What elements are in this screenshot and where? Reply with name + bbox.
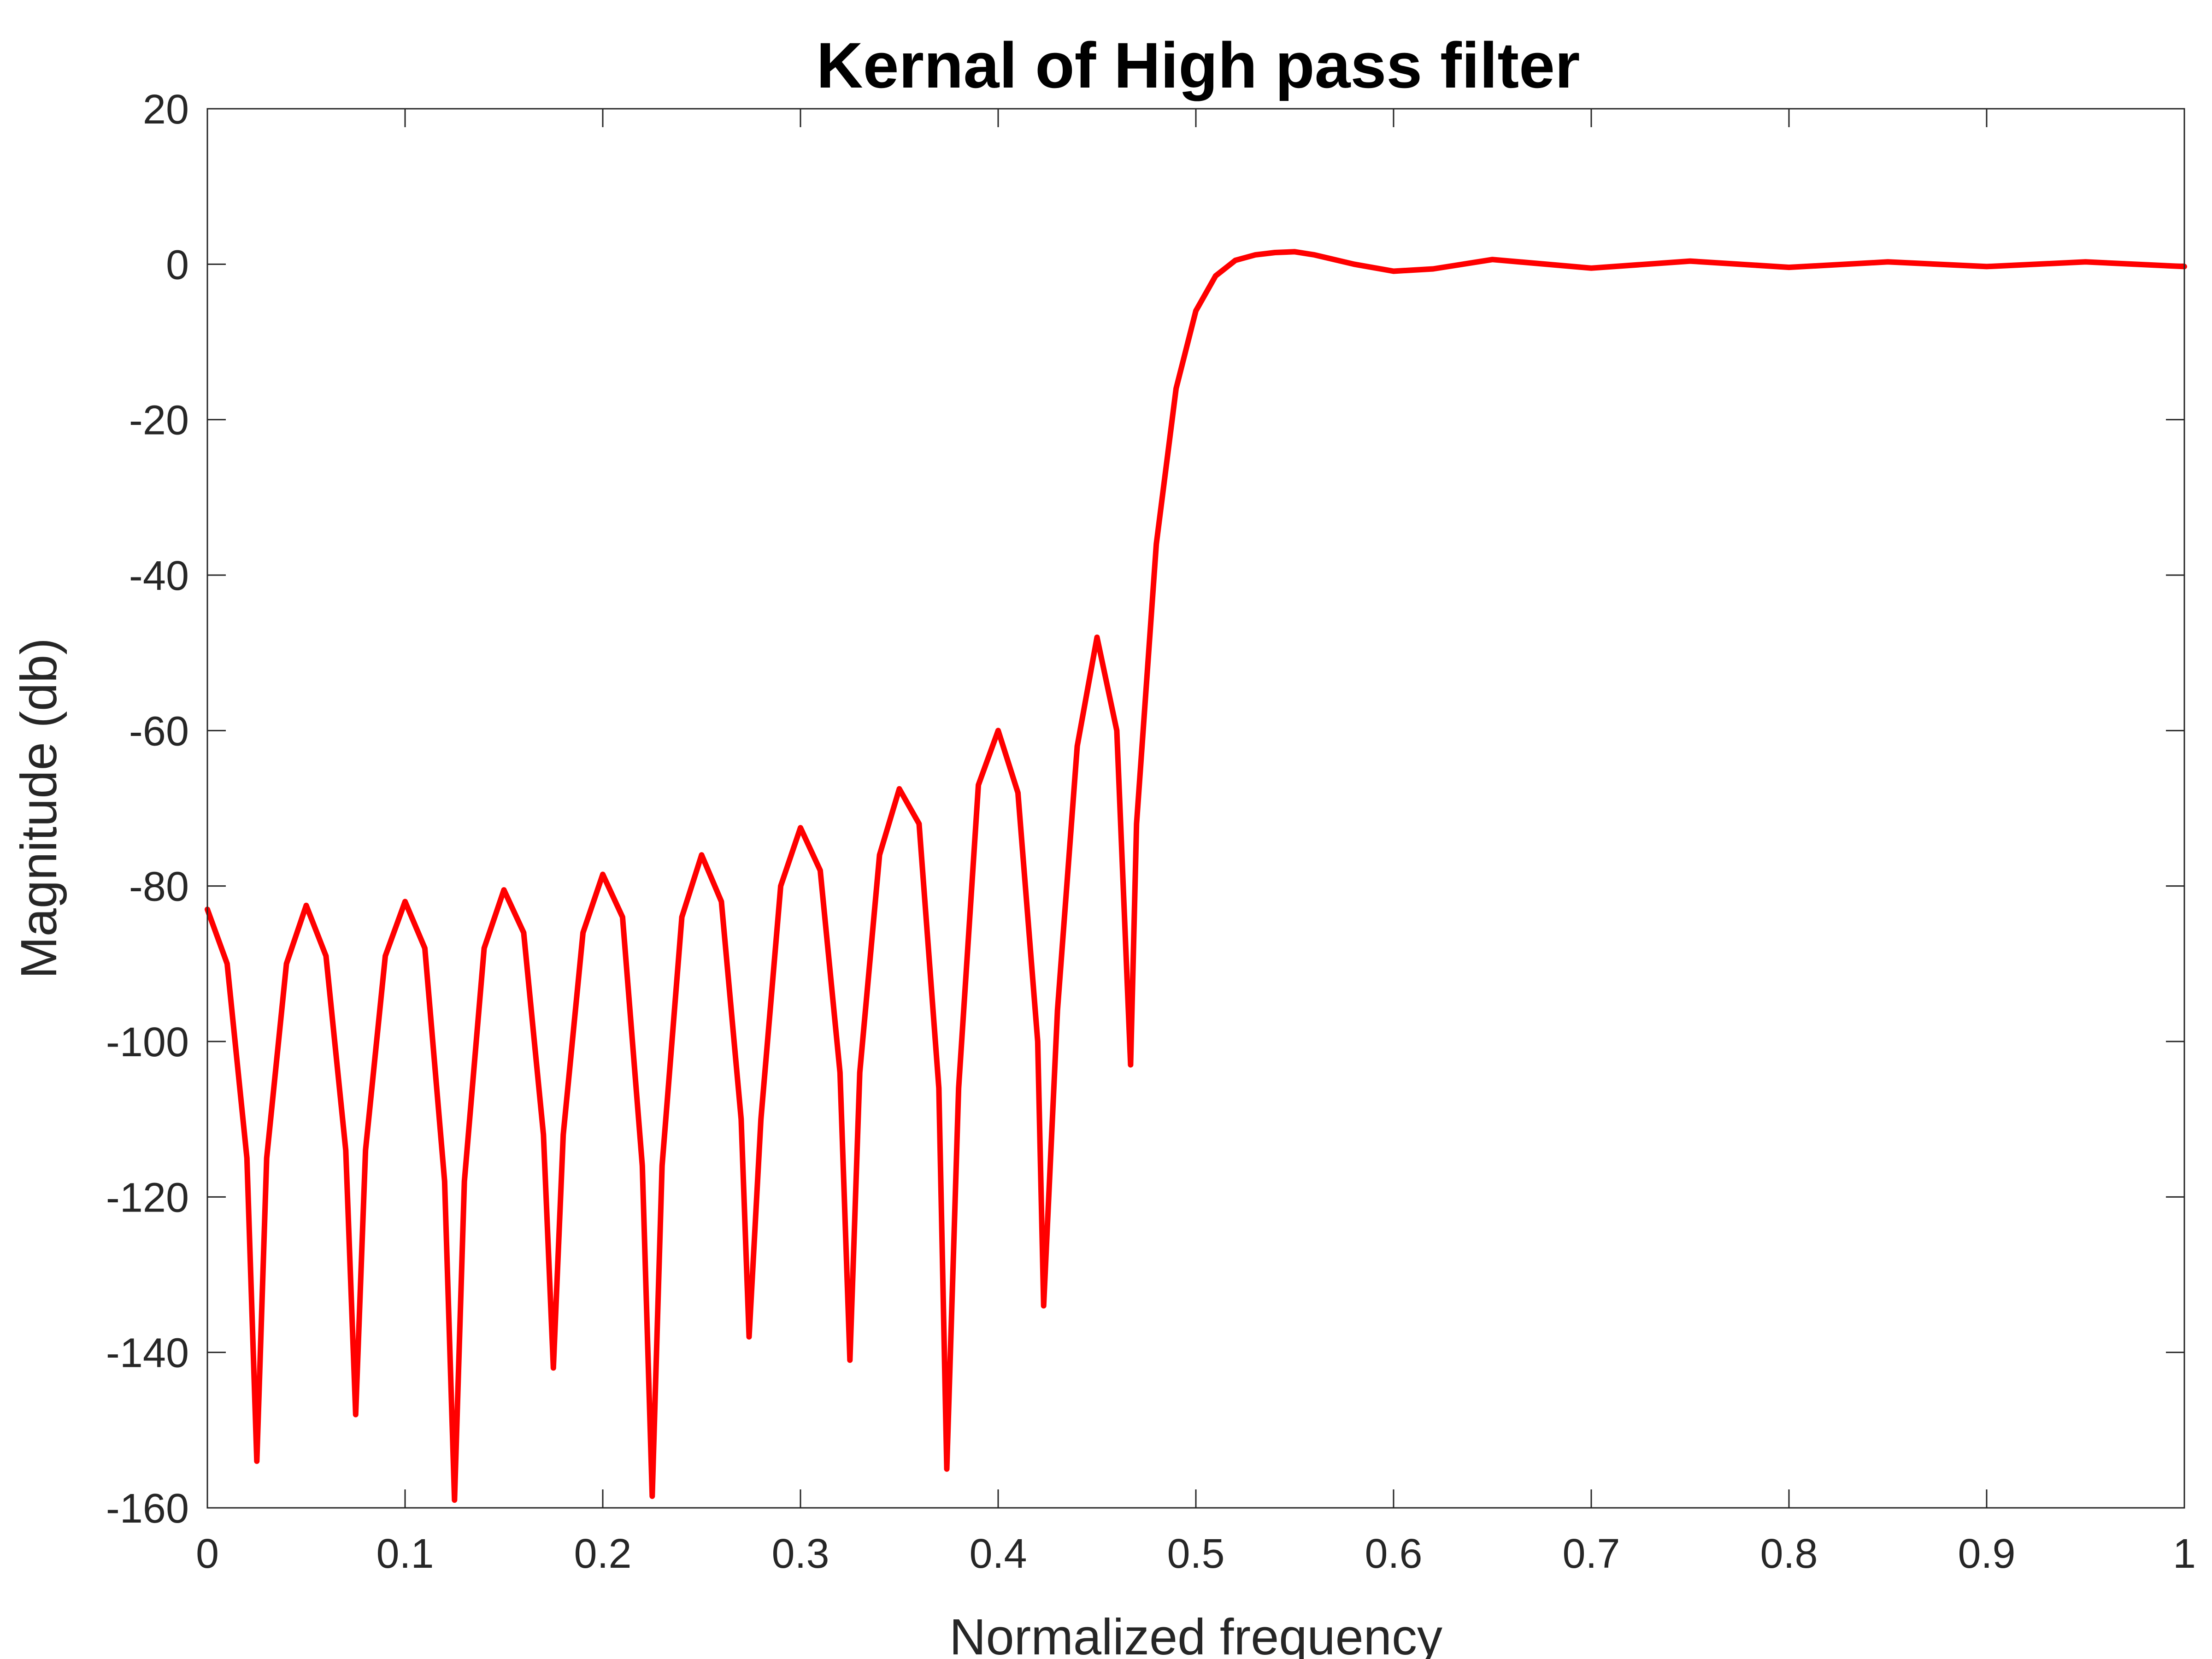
x-tick-label: 0 [196, 1531, 219, 1577]
y-tick-label: -140 [106, 1330, 189, 1377]
series-line [205, 249, 2187, 1503]
x-tick-label: 0.4 [969, 1531, 1027, 1577]
y-axis-ticks: 20 0 -20 -40 -60 -80 -100 -120 -140 -160 [106, 87, 2184, 1532]
x-tick-label: 0.5 [1167, 1531, 1224, 1577]
y-tick-label: -20 [129, 398, 189, 444]
y-tick-label: -160 [106, 1486, 189, 1532]
x-axis-label: Normalized frequency [949, 1609, 1442, 1659]
x-tick-label: 0.9 [1958, 1531, 2015, 1577]
y-axis-label: Magnitude (db) [11, 638, 67, 979]
x-tick-label: 0.1 [376, 1531, 434, 1577]
y-tick-label: -80 [129, 864, 189, 910]
x-tick-label: 0.2 [574, 1531, 631, 1577]
chart-title: Kernal of High pass filter [817, 29, 1580, 101]
x-tick-label: 1 [2173, 1531, 2196, 1577]
y-tick-label: -60 [129, 708, 189, 754]
y-tick-label: -120 [106, 1175, 189, 1221]
y-tick-label: 0 [166, 242, 189, 288]
y-tick-label: -100 [106, 1019, 189, 1065]
x-tick-label: 0.8 [1760, 1531, 1818, 1577]
plot-frame [206, 108, 2185, 1509]
y-tick-label: 20 [143, 87, 189, 133]
x-tick-label: 0.6 [1365, 1531, 1422, 1577]
x-axis-ticks: 0 0.1 0.2 0.3 0.4 0.5 0.6 0.7 0.8 0.9 1 [196, 109, 2196, 1577]
x-tick-label: 0.3 [771, 1531, 829, 1577]
y-tick-label: -40 [129, 553, 189, 599]
x-tick-label: 0.7 [1562, 1531, 1620, 1577]
